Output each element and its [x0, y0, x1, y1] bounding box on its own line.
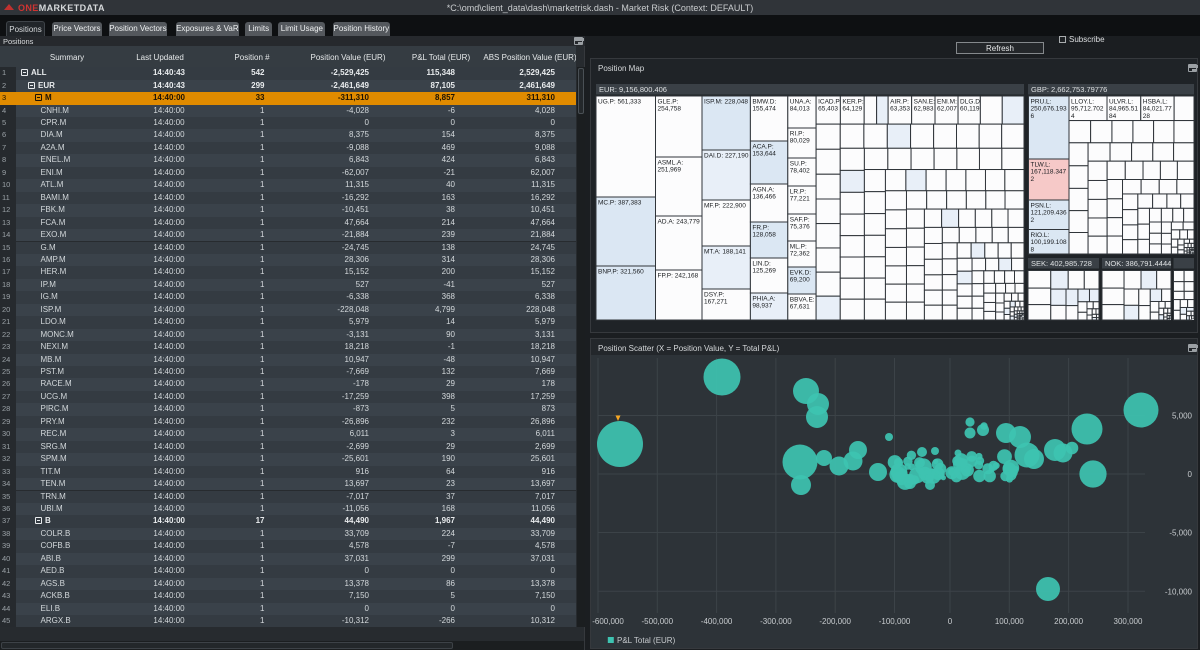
svg-text:KER.P:: KER.P: — [842, 98, 864, 105]
svg-text:8: 8 — [1031, 246, 1035, 253]
svg-text:EUR: 9,156,800.406: EUR: 9,156,800.406 — [599, 85, 667, 94]
svg-text:6: 6 — [1031, 113, 1035, 120]
svg-text:PRU.L:: PRU.L: — [1031, 98, 1052, 105]
svg-text:67,631: 67,631 — [790, 304, 810, 311]
svg-text:65,403: 65,403 — [818, 106, 838, 113]
svg-text:UG.P: 561,333: UG.P: 561,333 — [598, 98, 641, 105]
svg-text:MC.P: 387,383: MC.P: 387,383 — [598, 199, 642, 206]
svg-text:75,376: 75,376 — [790, 224, 810, 231]
svg-text:MF.P: 222,900: MF.P: 222,900 — [704, 202, 746, 209]
svg-text:84,965.51: 84,965.51 — [1109, 106, 1138, 113]
svg-text:200,000: 200,000 — [1054, 617, 1083, 626]
svg-text:62,983: 62,983 — [914, 106, 934, 113]
svg-text:ENI.M:: ENI.M: — [937, 98, 957, 105]
svg-text:80,029: 80,029 — [790, 138, 810, 145]
svg-text:LIN.D:: LIN.D: — [752, 260, 771, 267]
svg-text:NOK: 386,791.4444: NOK: 386,791.4444 — [1105, 259, 1171, 268]
svg-text:84,021.77: 84,021.77 — [1143, 106, 1172, 113]
svg-text:2: 2 — [1031, 217, 1035, 224]
svg-text:78,402: 78,402 — [790, 168, 810, 175]
svg-text:0: 0 — [1188, 470, 1193, 479]
svg-text:63,353: 63,353 — [890, 106, 910, 113]
svg-text:PSN.L:: PSN.L: — [1031, 202, 1052, 209]
svg-text:HSBA.L:: HSBA.L: — [1143, 98, 1168, 105]
svg-text:ISP.M: 228,048: ISP.M: 228,048 — [704, 98, 748, 105]
svg-text:4: 4 — [1071, 113, 1075, 120]
svg-text:-10,000: -10,000 — [1165, 587, 1193, 596]
svg-text:SEK: 402,985.728: SEK: 402,985.728 — [1031, 259, 1092, 268]
svg-text:300,000: 300,000 — [1114, 617, 1143, 626]
svg-text:AGN.A:: AGN.A: — [752, 186, 774, 193]
svg-text:SAF.P:: SAF.P: — [790, 216, 810, 223]
svg-text:SU.P:: SU.P: — [790, 160, 807, 167]
svg-text:GLE.P:: GLE.P: — [658, 98, 679, 105]
svg-text:SAN.E:: SAN.E: — [914, 98, 936, 105]
svg-text:BMW.D:: BMW.D: — [752, 98, 776, 105]
svg-text:LLOY.L:: LLOY.L: — [1071, 98, 1094, 105]
svg-text:DLG.D:: DLG.D: — [960, 98, 982, 105]
svg-text:167,271: 167,271 — [704, 299, 728, 306]
svg-text:RIO.L:: RIO.L: — [1031, 232, 1050, 239]
svg-text:PHIA.A:: PHIA.A: — [752, 295, 775, 302]
svg-text:60,119: 60,119 — [960, 106, 980, 113]
svg-text:69,200: 69,200 — [790, 277, 810, 284]
svg-text:P&L Total (EUR): P&L Total (EUR) — [617, 636, 676, 645]
svg-text:155,474: 155,474 — [752, 106, 776, 113]
svg-text:DAI.D: 227,190: DAI.D: 227,190 — [704, 152, 749, 159]
svg-text:100,199.108: 100,199.108 — [1031, 239, 1068, 246]
svg-text:84: 84 — [1109, 113, 1117, 120]
svg-text:BBVA.E:: BBVA.E: — [790, 296, 815, 303]
svg-text:98,937: 98,937 — [752, 303, 772, 310]
svg-text:AIR.P:: AIR.P: — [890, 98, 909, 105]
svg-text:ICAD.P: ICAD.P — [818, 98, 840, 105]
svg-text:254,758: 254,758 — [658, 106, 682, 113]
svg-text:BNP.P: 321,560: BNP.P: 321,560 — [598, 268, 644, 275]
svg-text:136,466: 136,466 — [752, 194, 776, 201]
svg-text:0: 0 — [948, 617, 953, 626]
svg-text:UNA.A:: UNA.A: — [790, 98, 812, 105]
svg-text:AD.A: 243,779: AD.A: 243,779 — [658, 218, 701, 225]
svg-text:FR.P:: FR.P: — [752, 224, 769, 231]
svg-text:-5,000: -5,000 — [1169, 529, 1192, 538]
svg-text:-200,000: -200,000 — [819, 617, 851, 626]
svg-text:95,712.702: 95,712.702 — [1071, 106, 1104, 113]
svg-text:84,013: 84,013 — [790, 106, 810, 113]
svg-text:125,269: 125,269 — [752, 268, 776, 275]
svg-text:2: 2 — [1031, 176, 1035, 183]
svg-text:128,058: 128,058 — [752, 232, 776, 239]
svg-text:72,362: 72,362 — [790, 251, 810, 258]
svg-text:LR.P:: LR.P: — [790, 188, 806, 195]
svg-text:251,969: 251,969 — [658, 167, 682, 174]
svg-text:-300,000: -300,000 — [760, 617, 792, 626]
svg-text:-600,000: -600,000 — [592, 617, 624, 626]
svg-text:167,118.347: 167,118.347 — [1031, 169, 1067, 176]
svg-text:-100,000: -100,000 — [879, 617, 911, 626]
svg-text:-500,000: -500,000 — [642, 617, 674, 626]
svg-text:5,000: 5,000 — [1172, 412, 1193, 421]
svg-text:-400,000: -400,000 — [701, 617, 733, 626]
svg-text:GBP: 2,662,753.79776: GBP: 2,662,753.79776 — [1031, 85, 1107, 94]
svg-text:TLW.L:: TLW.L: — [1031, 161, 1051, 168]
svg-text:100,000: 100,000 — [995, 617, 1024, 626]
svg-text:77,221: 77,221 — [790, 196, 810, 203]
svg-text:ASML.A:: ASML.A: — [658, 159, 684, 166]
svg-text:250,676.193: 250,676.193 — [1031, 106, 1068, 113]
svg-text:RI.P:: RI.P: — [790, 130, 805, 137]
svg-text:62,007: 62,007 — [937, 106, 957, 113]
svg-text:64,129: 64,129 — [842, 106, 862, 113]
svg-text:MT.A: 188,141: MT.A: 188,141 — [704, 248, 746, 255]
svg-text:ACA.P:: ACA.P: — [752, 143, 774, 150]
svg-text:28: 28 — [1143, 113, 1151, 120]
svg-text:153,644: 153,644 — [752, 151, 776, 158]
svg-text:ML.P:: ML.P: — [790, 243, 807, 250]
svg-text:ULVR.L:: ULVR.L: — [1109, 98, 1133, 105]
svg-text:EVK.D:: EVK.D: — [790, 269, 812, 276]
svg-text:DSY.P:: DSY.P: — [704, 291, 725, 298]
svg-text:121,209.436: 121,209.436 — [1031, 210, 1068, 217]
svg-text:FP.P: 242,168: FP.P: 242,168 — [658, 272, 699, 279]
